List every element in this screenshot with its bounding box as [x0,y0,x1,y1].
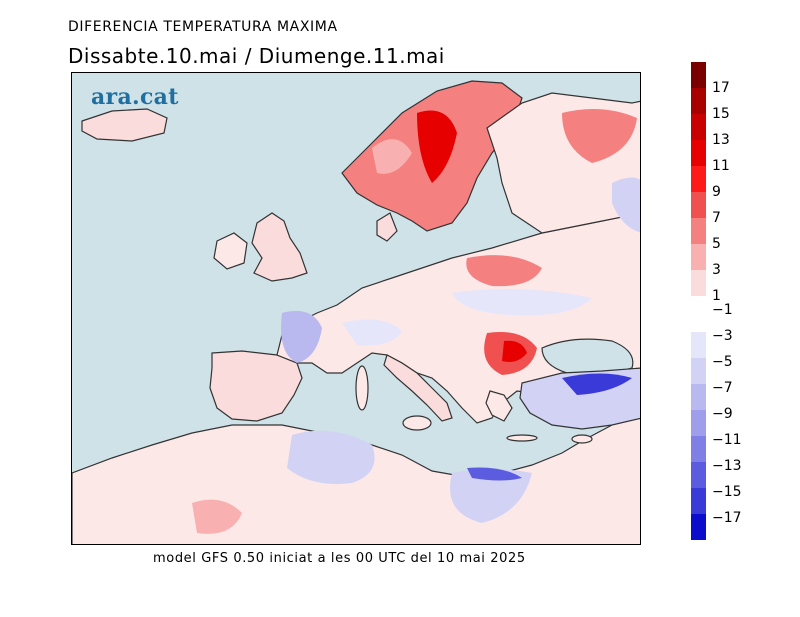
colorbar-swatch-negative [691,384,706,410]
colorbar-swatch-negative [691,514,706,540]
crete [506,434,538,442]
model-info: model GFS 0.50 iniciat a les 00 UTC del … [153,551,526,566]
temperature-difference-map [71,72,641,545]
colorbar-tick-label: 15 [712,106,730,122]
chart-title: DIFERENCIA TEMPERATURA MAXIMA [68,19,338,35]
colorbar-tick-label: −15 [712,484,742,500]
iceland-land [81,108,168,142]
cyprus [571,434,593,444]
france-cool-anomaly [281,310,322,363]
colorbar-swatch-negative [691,332,706,358]
colorbar-swatch-negative [691,488,706,514]
norway-warm-anomaly [372,139,412,174]
colorbar-tick-label: −7 [712,380,733,396]
balkans-hot-core [502,340,527,362]
colorbar-swatch-negative [691,436,706,462]
africa-warm-anomaly [192,499,242,534]
corsica-sardinia [355,365,369,411]
colorbar-swatch-negative [691,410,706,436]
colorbar-swatch-positive [691,166,706,192]
eastern-europe-warm-anomaly [466,255,542,287]
colorbar-swatch-positive [691,192,706,218]
colorbar-tick-label: 5 [712,236,721,252]
colorbar-tick-label: −3 [712,328,733,344]
sicily [402,415,432,431]
italy-land [383,354,453,422]
colorbar-tick-label: 7 [712,210,721,226]
colorbar-tick-label: −11 [712,432,742,448]
colorbar-tick-label: −5 [712,354,733,370]
colorbar-swatch-positive [691,244,706,270]
colorbar-swatch-positive [691,88,706,114]
colorbar-swatch-negative [691,462,706,488]
colorbar-tick-label: 9 [712,184,721,200]
colorbar-swatch-negative [691,358,706,384]
great-britain-land [251,212,308,282]
russia-warm-anomaly [562,109,637,163]
black-sea [541,338,634,376]
egypt-cool-anomaly [467,467,522,481]
aracat-logo: ara.cat [91,84,179,110]
colorbar-tick-label: −9 [712,406,733,422]
alps-cool-anomaly [342,319,402,346]
denmark-land [376,212,398,242]
russia-cool-anomaly [612,177,640,233]
colorbar-tick-label: 1 [712,288,721,304]
colorbar-swatch-positive [691,218,706,244]
ireland-land [213,232,248,270]
colorbar-tick-label: −13 [712,458,742,474]
africa-cool-anomaly-east [450,469,532,523]
colorbar-swatch-negative [691,306,706,332]
sweden-hot-core [417,110,457,183]
colorbar-swatch-positive [691,62,706,88]
colorbar-tick-label: 17 [712,80,730,96]
colorbar-swatch-positive [691,140,706,166]
colorbar-tick-label: −17 [712,510,742,526]
colorbar-swatch-positive [691,114,706,140]
colorbar-tick-label: 3 [712,262,721,278]
colorbar-swatch-positive [691,270,706,296]
colorbar-tick-label: 11 [712,158,730,174]
colorbar-tick-label: 13 [712,132,730,148]
turkey-cool-core [562,373,632,395]
date-subtitle: Dissabte.10.mai / Diumenge.11.mai [68,44,445,68]
greece-land [485,390,513,422]
colorbar-tick-label: −1 [712,302,733,318]
africa-cool-anomaly [287,430,375,484]
ukraine-cool-anomaly [452,289,592,316]
temperature-colorbar [691,62,706,554]
